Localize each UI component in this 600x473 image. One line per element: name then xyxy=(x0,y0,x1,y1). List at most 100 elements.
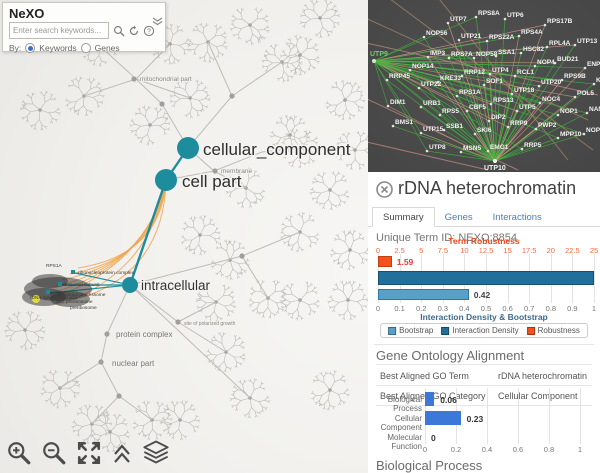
gene-node[interactable] xyxy=(473,132,477,136)
gene-label[interactable]: NOP4 xyxy=(537,59,555,66)
cluster-term-label[interactable]: rDNA heterochromatin xyxy=(30,295,78,301)
gene-node[interactable] xyxy=(533,64,537,68)
search-input[interactable] xyxy=(9,22,109,39)
gene-node[interactable] xyxy=(553,61,557,65)
radio-genes[interactable] xyxy=(80,43,91,53)
gene-label[interactable]: RRP45 xyxy=(389,73,410,80)
tree-node[interactable] xyxy=(239,253,245,259)
gene-label[interactable]: RPS4A xyxy=(521,29,543,36)
gene-node[interactable] xyxy=(520,147,524,151)
radio-keywords[interactable] xyxy=(25,43,36,53)
gene-label[interactable]: MPP10 xyxy=(560,131,582,138)
gene-node[interactable] xyxy=(582,132,586,136)
gene-label[interactable]: UTP15 xyxy=(423,126,444,133)
gene-label[interactable]: RPS9B xyxy=(564,73,586,80)
gene-label[interactable]: SOF1 xyxy=(486,78,503,85)
gene-label[interactable]: IMP3 xyxy=(430,50,446,57)
help-icon[interactable]: ? xyxy=(143,25,155,37)
tree-node[interactable] xyxy=(23,328,27,332)
gene-label[interactable]: POL5 xyxy=(577,90,594,97)
tab-genes[interactable]: Genes xyxy=(444,212,473,223)
cluster-node[interactable] xyxy=(58,282,62,286)
tree-node[interactable] xyxy=(104,331,110,337)
interaction-graph-panel[interactable]: RPS8A UTP6 RPS17B UTP7 NOP56 UTP21 RPS22A RPS4A… xyxy=(368,0,600,172)
gene-label[interactable]: NOP1 xyxy=(560,108,578,115)
gene-node[interactable] xyxy=(592,82,596,86)
gene-label[interactable]: RPS13 xyxy=(493,97,514,104)
cluster-term-label[interactable]: ribonucleoprotein complex xyxy=(78,270,135,276)
gene-node[interactable] xyxy=(503,17,507,21)
cluster-term-label[interactable]: ribosomal subunit xyxy=(62,282,100,288)
gene-node[interactable] xyxy=(426,55,430,59)
tree-node[interactable] xyxy=(353,148,357,152)
gene-label[interactable]: UTP5 xyxy=(519,104,536,111)
gene-label[interactable]: NOP58 xyxy=(476,51,498,58)
tree-node[interactable] xyxy=(131,76,137,82)
gene-label[interactable]: RPS22A xyxy=(489,34,515,41)
gene-node[interactable] xyxy=(583,66,587,70)
tab-summary[interactable]: Summary xyxy=(372,207,435,227)
tree-node[interactable] xyxy=(175,319,181,325)
term-node-intracellular[interactable] xyxy=(122,277,138,293)
collapse-chevron-icon[interactable] xyxy=(152,17,163,26)
gene-label[interactable]: RPS17B xyxy=(547,18,573,25)
tree-node[interactable] xyxy=(298,298,302,302)
gene-label[interactable]: UTP18 xyxy=(514,87,535,94)
gene-label[interactable]: UTP8 xyxy=(429,144,446,151)
gene-node[interactable] xyxy=(425,149,429,153)
tree-node[interactable] xyxy=(178,418,182,422)
gene-label[interactable]: PWP2 xyxy=(538,122,557,129)
collapse-all-icon[interactable] xyxy=(111,442,133,466)
gene-label[interactable]: ENP1 xyxy=(587,61,600,68)
gene-label[interactable]: KRR1 xyxy=(596,77,600,84)
gene-node[interactable] xyxy=(386,104,390,108)
gene-label[interactable]: RRP5 xyxy=(524,142,542,149)
term-label[interactable]: intracellular xyxy=(140,277,213,295)
gene-label[interactable]: EMG1 xyxy=(490,144,509,151)
gene-node[interactable] xyxy=(519,51,523,55)
tree-node[interactable] xyxy=(159,101,165,107)
radio-keywords-label[interactable]: Keywords xyxy=(39,43,77,53)
gene-node[interactable] xyxy=(457,38,461,42)
tree-node[interactable] xyxy=(108,430,112,434)
gene-node[interactable] xyxy=(510,92,514,96)
gene-label[interactable]: UTP13 xyxy=(577,38,598,45)
gene-label[interactable]: CBF5 xyxy=(469,104,486,111)
gene-node[interactable] xyxy=(488,72,492,76)
gene-node[interactable] xyxy=(489,102,493,106)
gene-label[interactable]: UTP7 xyxy=(450,16,467,23)
gene-node-hub[interactable] xyxy=(493,159,497,163)
search-icon[interactable] xyxy=(113,25,125,37)
gene-label-hub2[interactable]: UTP9 xyxy=(370,51,388,58)
gene-node[interactable] xyxy=(419,105,423,109)
gene-node[interactable] xyxy=(556,136,560,140)
gene-label[interactable]: KRE33 xyxy=(440,75,461,82)
gene-label[interactable]: BMS1 xyxy=(395,119,413,126)
gene-node[interactable] xyxy=(485,39,489,43)
gene-node[interactable] xyxy=(459,150,463,154)
gene-node[interactable] xyxy=(545,45,549,49)
gene-label[interactable]: RRP12 xyxy=(464,69,485,76)
tree-node[interactable] xyxy=(328,188,332,192)
gene-node[interactable] xyxy=(486,149,490,153)
refresh-icon[interactable] xyxy=(128,25,140,37)
gene-label[interactable]: SKI6 xyxy=(477,127,492,134)
tree-node[interactable] xyxy=(248,23,252,27)
gene-node[interactable] xyxy=(419,131,423,135)
gene-label[interactable]: NAN1 xyxy=(589,106,600,113)
gene-label[interactable]: URB1 xyxy=(423,100,441,107)
gene-node[interactable] xyxy=(455,94,459,98)
gene-label[interactable]: NOP56 xyxy=(426,30,448,37)
gene-node[interactable] xyxy=(465,109,469,113)
gene-label[interactable]: RPS7A xyxy=(451,51,473,58)
gene-node[interactable] xyxy=(494,54,498,58)
gene-node[interactable] xyxy=(391,124,395,128)
close-icon[interactable] xyxy=(376,181,393,198)
gene-node[interactable] xyxy=(417,86,421,90)
tree-node[interactable] xyxy=(348,248,352,252)
gene-node[interactable] xyxy=(517,34,521,38)
gene-node[interactable] xyxy=(543,23,547,27)
gene-node[interactable] xyxy=(585,111,589,115)
term-label[interactable]: membrane xyxy=(220,167,253,176)
gene-node[interactable] xyxy=(513,74,517,78)
